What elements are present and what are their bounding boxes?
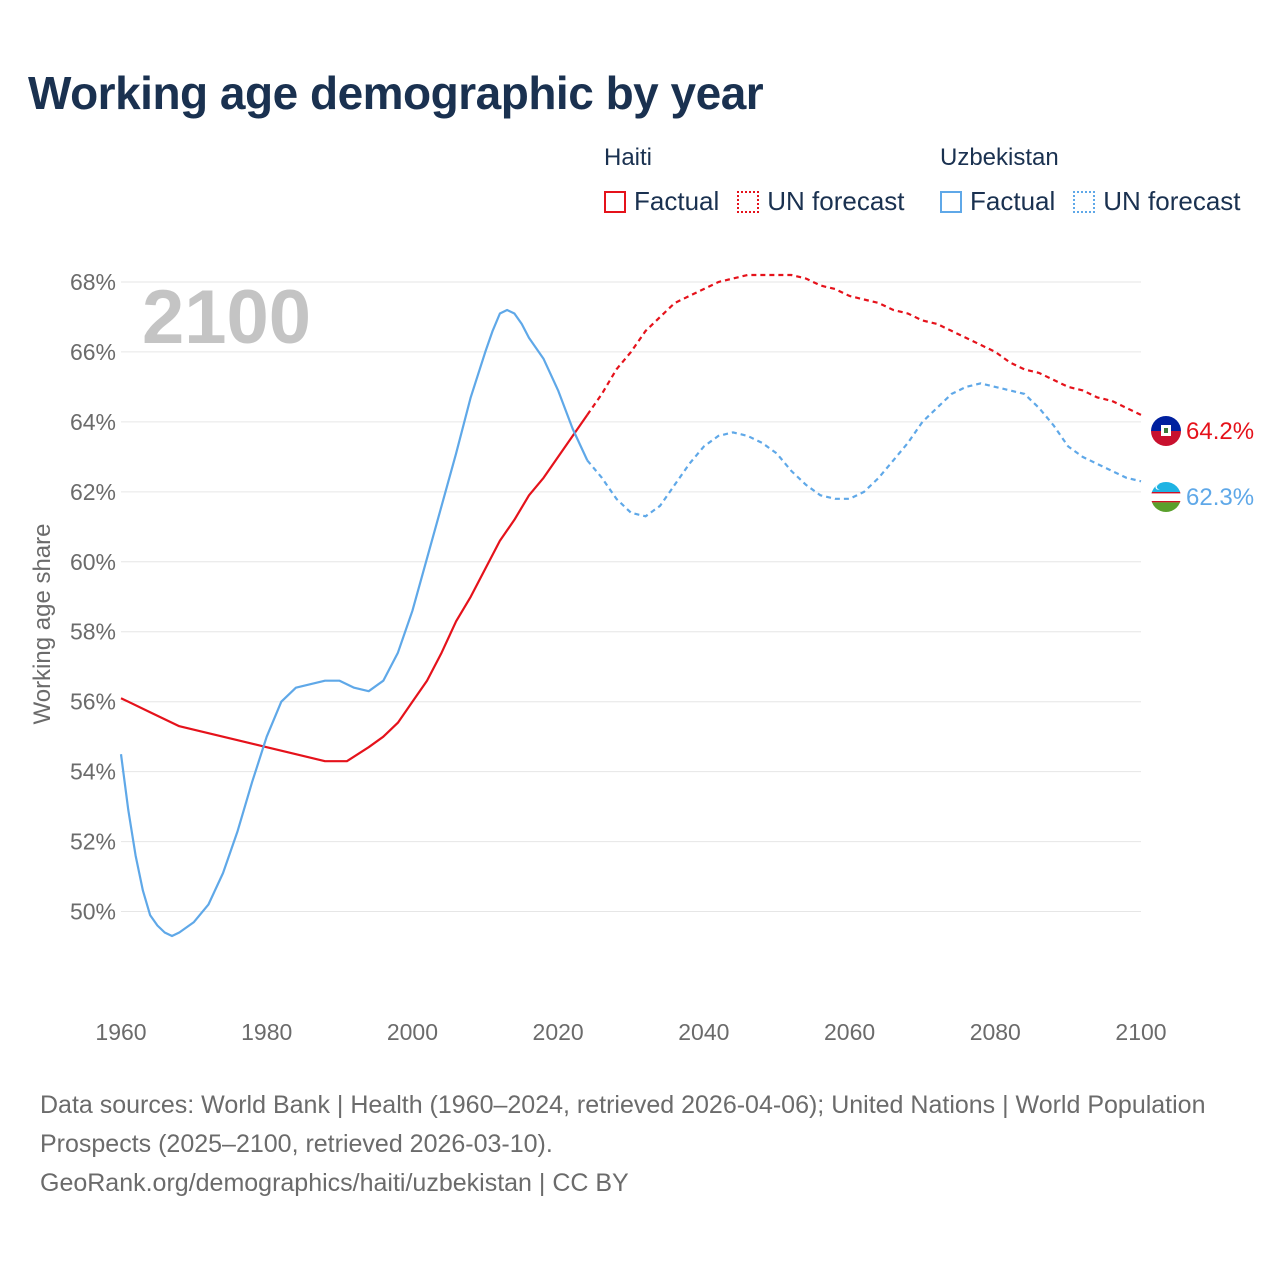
end-label-uzbekistan: 62.3% bbox=[1186, 484, 1254, 511]
y-tick-label: 62% bbox=[70, 479, 116, 505]
legend-group-name: Haiti bbox=[604, 144, 653, 171]
data-sources-text: Data sources: World Bank | Health (1960–… bbox=[40, 1091, 1206, 1158]
y-tick-label: 50% bbox=[70, 899, 116, 925]
legend-swatch-dotted-icon bbox=[737, 190, 760, 213]
y-tick-label: 56% bbox=[70, 689, 116, 715]
x-tick-label: 2100 bbox=[1115, 1019, 1166, 1045]
footer: Data sources: World Bank | Health (1960–… bbox=[40, 1086, 1240, 1203]
series-line-uzbekistan-factual[interactable] bbox=[119, 308, 589, 938]
uzbekistan-flag-icon bbox=[1151, 482, 1181, 512]
y-tick-label: 68% bbox=[70, 269, 116, 295]
legend-item-haiti-factual[interactable]: Factual bbox=[604, 186, 719, 217]
y-tick-label: 66% bbox=[70, 339, 116, 365]
line-chart: 50% 52% 54% 56% 58% 60% 62% 64% 66% 68% 1960 1980 2… bbox=[29, 269, 1254, 1045]
legend-swatch-solid-icon bbox=[940, 190, 962, 213]
x-tick-label: 2040 bbox=[678, 1019, 729, 1045]
legend-item-uzbekistan-factual[interactable]: Factual bbox=[940, 186, 1055, 217]
series-line-haiti-forecast[interactable] bbox=[586, 273, 1142, 416]
haiti-flag-icon bbox=[1151, 416, 1181, 446]
credit-text: GeoRank.org/demographics/haiti/uzbekista… bbox=[40, 1169, 629, 1197]
x-tick-label: 1980 bbox=[241, 1019, 292, 1045]
legend-swatch-solid-icon bbox=[604, 190, 626, 213]
legend-item-haiti-forecast[interactable]: UN forecast bbox=[737, 186, 905, 217]
legend-swatch-dotted-icon bbox=[1073, 190, 1096, 213]
x-tick-label: 2080 bbox=[970, 1019, 1021, 1045]
y-tick-label: 54% bbox=[70, 759, 116, 785]
chart-title: Working age demographic by year bbox=[28, 67, 764, 119]
y-axis-label: Working age share bbox=[29, 524, 56, 725]
legend-label: UN forecast bbox=[767, 186, 905, 216]
y-tick-label: 58% bbox=[70, 619, 116, 645]
legend-label: Factual bbox=[970, 186, 1056, 216]
series-line-uzbekistan-forecast[interactable] bbox=[586, 382, 1142, 518]
legend-label: Factual bbox=[634, 186, 720, 216]
legend-group-name: Uzbekistan bbox=[940, 144, 1059, 171]
end-label-haiti: 64.2% bbox=[1186, 418, 1254, 445]
x-tick-label: 2000 bbox=[387, 1019, 438, 1045]
y-tick-label: 60% bbox=[70, 549, 116, 575]
x-tick-label: 2060 bbox=[824, 1019, 875, 1045]
y-tick-label: 64% bbox=[70, 409, 116, 435]
legend-item-uzbekistan-forecast[interactable]: UN forecast bbox=[1073, 186, 1241, 217]
legend-label: UN forecast bbox=[1103, 186, 1241, 216]
y-tick-label: 52% bbox=[70, 829, 116, 855]
series-line-haiti-factual[interactable] bbox=[120, 414, 589, 763]
x-tick-label: 1960 bbox=[95, 1019, 146, 1045]
year-watermark: 2100 bbox=[142, 275, 311, 360]
x-tick-label: 2020 bbox=[533, 1019, 584, 1045]
legend-group-uzbekistan: Uzbekistan Factual UN forecast bbox=[940, 144, 1259, 217]
legend-group-haiti: Haiti Factual UN forecast bbox=[604, 144, 923, 217]
